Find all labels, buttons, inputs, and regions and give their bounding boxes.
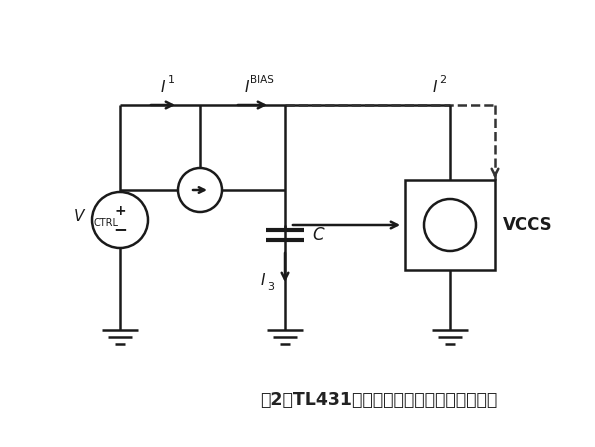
Circle shape xyxy=(92,192,148,248)
Text: BIAS: BIAS xyxy=(250,75,274,85)
Text: $C$: $C$ xyxy=(312,226,325,244)
Text: 2: 2 xyxy=(440,75,447,85)
Bar xyxy=(405,180,495,270)
Text: $I$: $I$ xyxy=(260,272,266,288)
Circle shape xyxy=(178,168,222,212)
Text: 3: 3 xyxy=(268,282,274,292)
Circle shape xyxy=(424,199,476,251)
Text: −: − xyxy=(113,220,127,238)
Text: 1: 1 xyxy=(168,75,174,85)
Text: 图2：TL431弛张振荡器电流通路的简单图解: 图2：TL431弛张振荡器电流通路的简单图解 xyxy=(260,391,497,409)
Text: CTRL: CTRL xyxy=(94,218,119,228)
Text: $V$: $V$ xyxy=(73,208,86,224)
Text: $I$: $I$ xyxy=(244,79,250,95)
Text: $I$: $I$ xyxy=(160,79,166,95)
Text: $I$: $I$ xyxy=(432,79,438,95)
Text: VCCS: VCCS xyxy=(503,216,553,234)
Text: +: + xyxy=(114,204,126,218)
